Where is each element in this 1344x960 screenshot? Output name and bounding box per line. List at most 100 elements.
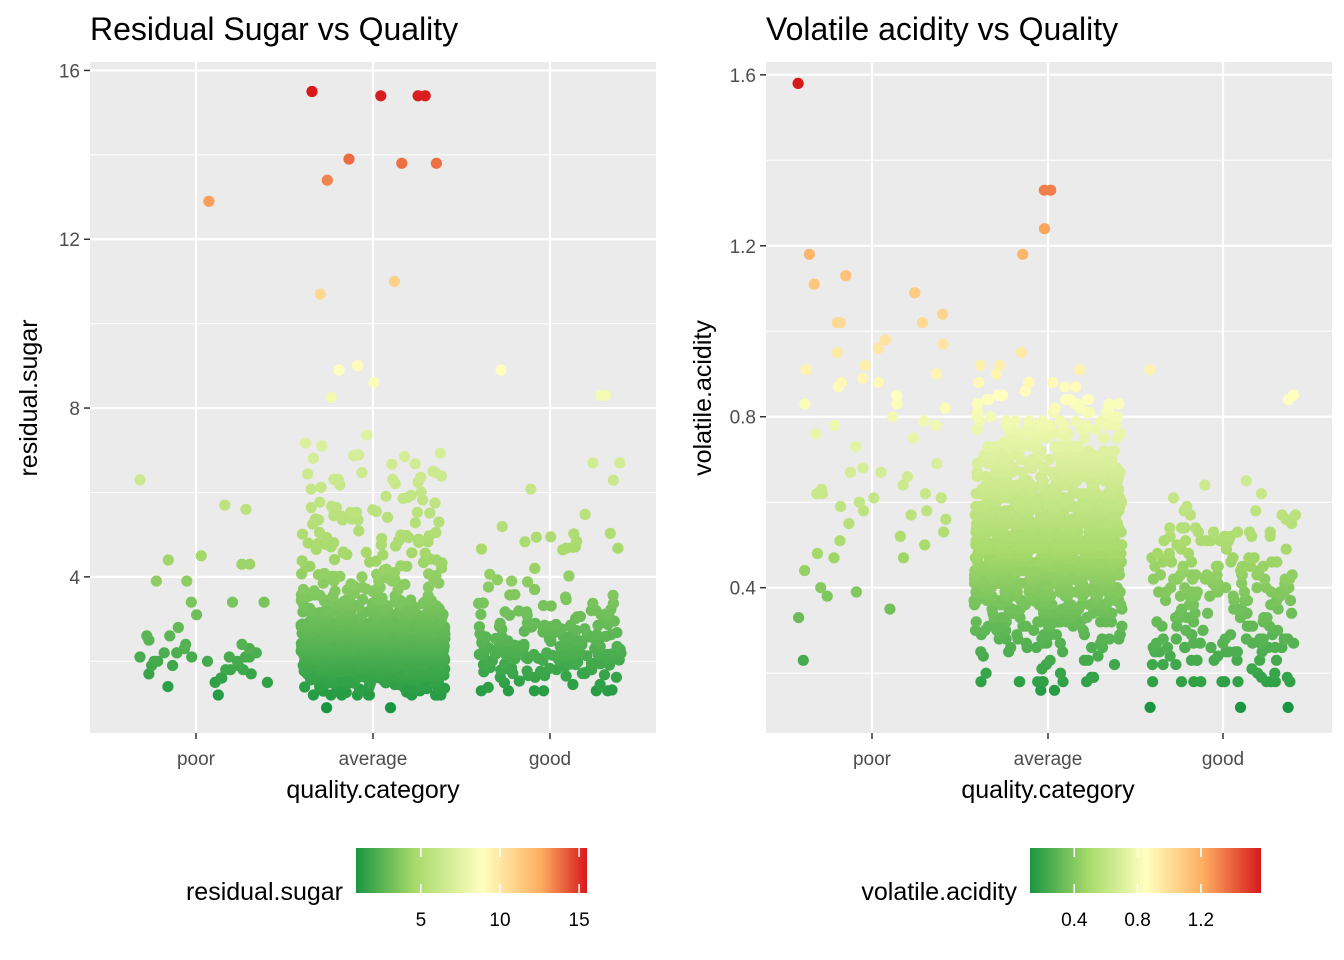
data-point (1100, 616, 1112, 628)
data-point (1089, 424, 1101, 436)
data-point (1164, 530, 1176, 543)
data-point (935, 492, 947, 504)
data-point (1078, 432, 1090, 444)
data-point (482, 581, 495, 593)
data-point (406, 547, 418, 559)
data-point (541, 647, 553, 659)
data-point (1181, 500, 1193, 513)
data-point (1115, 547, 1127, 560)
data-point (328, 570, 341, 583)
data-point (835, 376, 848, 389)
data-point (1052, 441, 1064, 453)
data-point (872, 376, 885, 389)
y-tick-label: 1.6 (730, 66, 756, 87)
data-point (1113, 398, 1125, 410)
data-point (1054, 637, 1066, 649)
data-point (975, 676, 987, 688)
data-point (521, 665, 533, 677)
data-point (1254, 654, 1266, 666)
y-tick-label: 8 (69, 399, 80, 420)
data-point (894, 530, 906, 543)
data-point (971, 466, 983, 478)
data-point (591, 629, 603, 641)
data-point (1070, 458, 1083, 470)
data-point (1260, 582, 1272, 594)
data-point (982, 620, 994, 632)
data-point (296, 528, 309, 540)
data-point (1255, 488, 1267, 500)
data-point (1059, 381, 1071, 393)
data-point (1071, 441, 1084, 453)
data-point (411, 506, 423, 518)
data-point (186, 651, 198, 663)
data-point (321, 702, 333, 714)
data-point (984, 552, 996, 564)
data-point (938, 526, 950, 538)
data-point (1030, 565, 1042, 577)
data-point (1116, 620, 1128, 632)
data-point (419, 547, 431, 559)
data-point (1037, 415, 1049, 427)
data-point (244, 558, 256, 570)
data-point (321, 174, 333, 186)
data-point (916, 317, 929, 329)
data-point (1108, 659, 1121, 671)
data-point (344, 506, 357, 518)
x-tick-label: good (529, 749, 571, 770)
data-point (1096, 518, 1108, 530)
legend-ticks: 0.4 0.8 1.2 (1061, 848, 1214, 931)
data-point (345, 578, 357, 590)
data-point (579, 623, 591, 635)
legend-tick-label: 1.2 (1188, 910, 1214, 931)
data-point (1232, 676, 1244, 688)
data-points (792, 77, 1302, 714)
data-point (1157, 659, 1169, 671)
data-point (850, 586, 863, 598)
data-point (1284, 594, 1297, 607)
data-point (975, 646, 987, 658)
data-point (1163, 547, 1175, 560)
data-point (1289, 509, 1302, 521)
data-point (1157, 633, 1169, 645)
data-point (430, 526, 442, 539)
data-point (607, 474, 620, 486)
data-point (985, 411, 997, 423)
data-point (1057, 646, 1069, 658)
data-point (606, 684, 618, 696)
data-point (986, 603, 998, 615)
data-point (610, 671, 623, 683)
data-point (1164, 650, 1176, 662)
data-point (1077, 624, 1089, 637)
data-point (1246, 663, 1258, 675)
data-point (1146, 659, 1158, 671)
data-point (1261, 612, 1273, 624)
data-point (236, 558, 248, 570)
data-point (1081, 419, 1093, 431)
data-point (1281, 671, 1293, 684)
data-point (1147, 676, 1159, 688)
data-point (897, 479, 909, 491)
x-tick-label: good (1202, 749, 1244, 770)
data-point (1254, 633, 1266, 645)
data-point (1170, 633, 1182, 645)
data-point (1144, 701, 1156, 714)
data-point (1164, 522, 1176, 534)
data-point (919, 488, 932, 500)
data-point (353, 449, 365, 461)
data-point (395, 560, 407, 572)
data-point (181, 575, 193, 587)
data-point (1179, 522, 1191, 534)
data-point (305, 502, 317, 514)
x-axis-title: quality.category (286, 776, 460, 804)
data-point (201, 655, 214, 667)
data-point (1009, 415, 1022, 427)
data-point (550, 618, 562, 631)
data-point (499, 606, 511, 618)
data-point (1195, 676, 1207, 688)
data-point (834, 535, 846, 547)
data-point (1057, 676, 1069, 688)
data-point (1020, 637, 1032, 649)
data-point (1278, 633, 1290, 645)
data-point (973, 376, 985, 389)
data-point (195, 550, 207, 562)
